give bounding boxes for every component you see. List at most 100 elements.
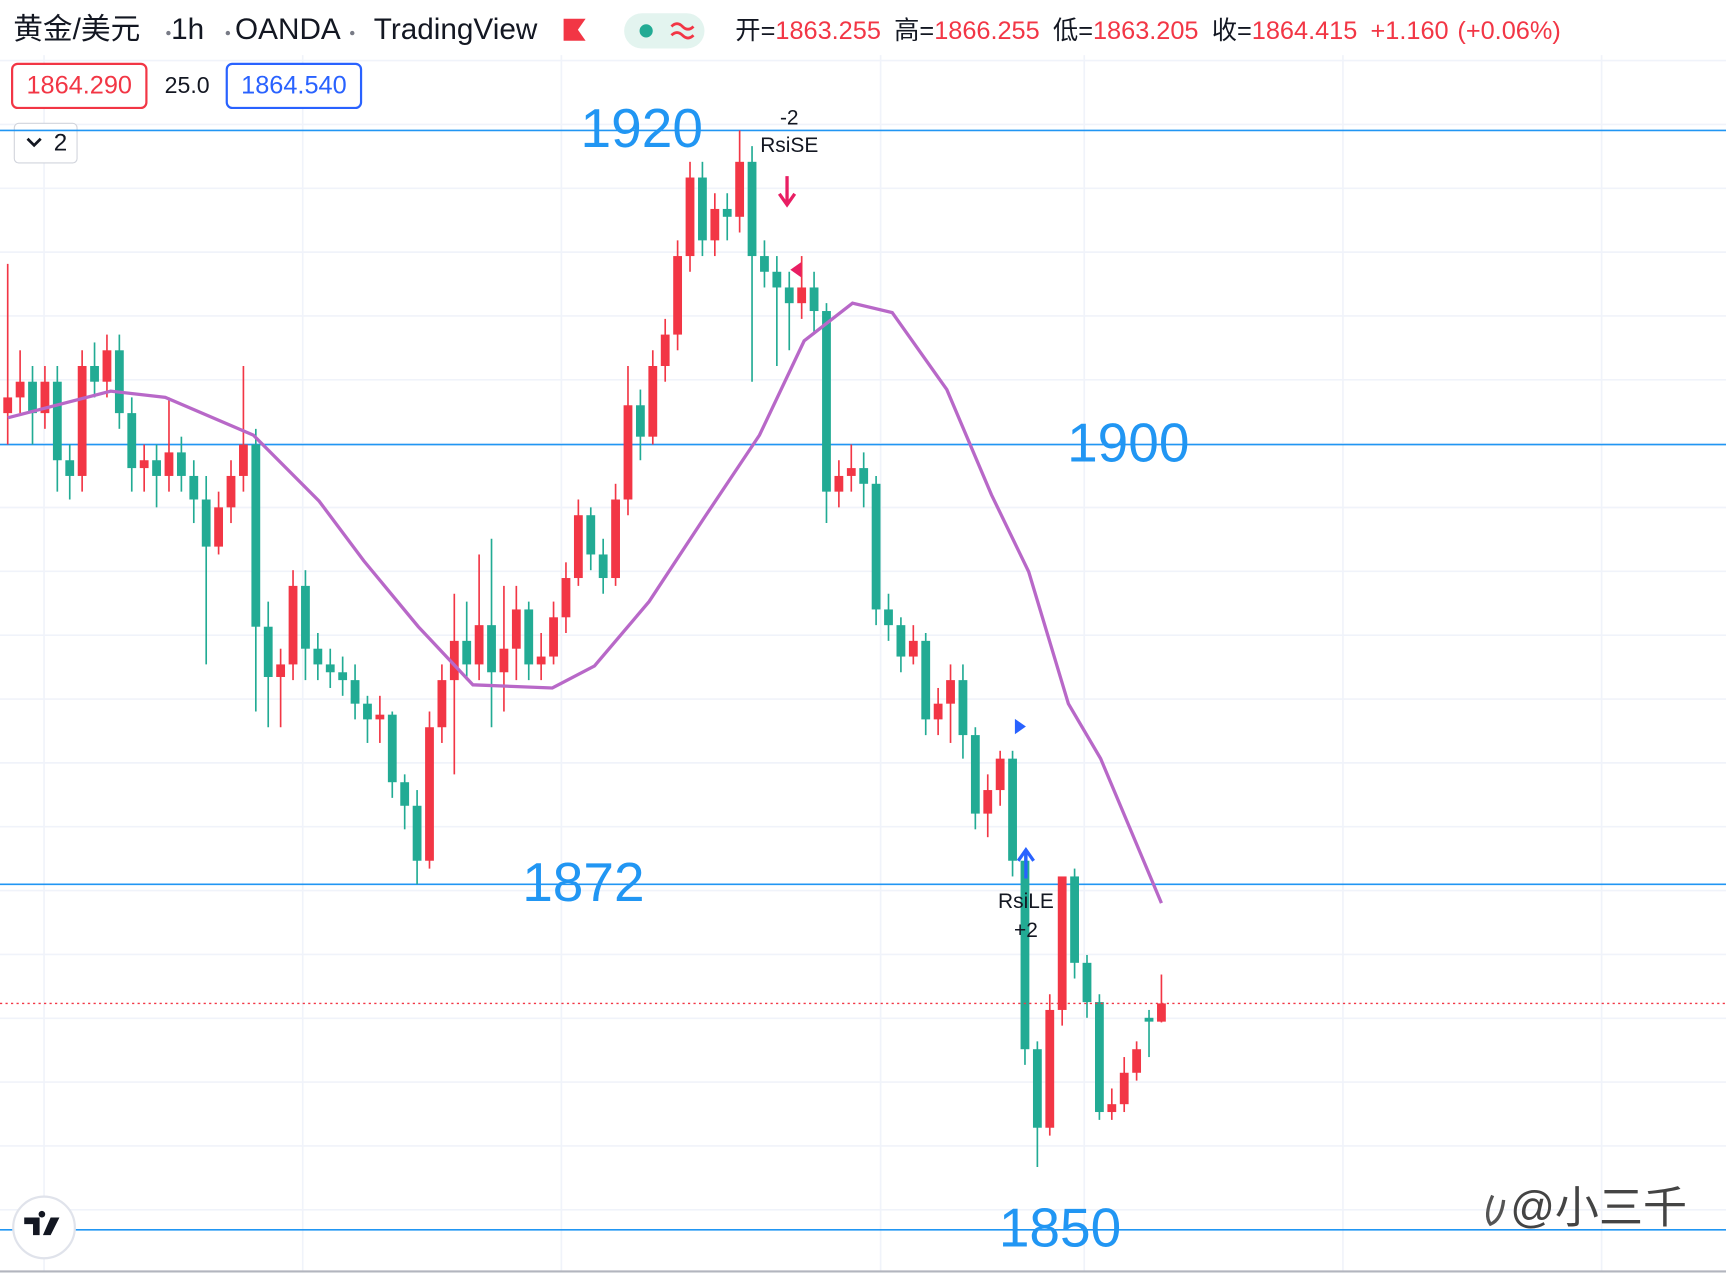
candle-body — [313, 648, 323, 665]
candle-body — [586, 515, 596, 555]
watermark: @小三千 — [1510, 1184, 1687, 1233]
candle-body — [1045, 1009, 1055, 1128]
spread: 25.0 — [165, 72, 210, 98]
tv-logo[interactable] — [12, 1195, 76, 1260]
signal-qty: +2 — [1014, 919, 1038, 942]
candle-body — [1157, 1003, 1166, 1022]
level-label: 1850 — [999, 1197, 1121, 1259]
candle-body — [462, 640, 472, 665]
candle-body — [834, 475, 844, 492]
candle-body — [983, 790, 993, 814]
low-value: 1863.205 — [1093, 17, 1199, 45]
ohlc: 开=1863.255 高=1866.255 低=1863.205 收=1864.415… — [735, 17, 1560, 45]
candle-body — [722, 208, 732, 217]
candle-body — [239, 444, 248, 476]
candle-body — [698, 177, 707, 241]
separator — [225, 30, 231, 36]
change-pct: (+0.06%) — [1457, 17, 1560, 45]
candle-body — [1132, 1049, 1142, 1073]
level-label: 1900 — [1067, 411, 1189, 473]
sell-box[interactable] — [11, 62, 148, 110]
signal-qty: -2 — [780, 106, 799, 129]
ask: 1864.540 — [241, 72, 347, 100]
indicator-count: 2 — [54, 130, 67, 157]
candle-body — [1107, 1104, 1117, 1113]
candle-body — [400, 782, 410, 806]
symbol: 黄金/美元 — [13, 13, 140, 46]
candle-body — [573, 515, 583, 579]
sell-marker — [790, 262, 802, 278]
candle-body — [338, 672, 348, 681]
candle-body — [301, 585, 310, 649]
candle-body — [1008, 758, 1017, 861]
candle-body — [1032, 1049, 1042, 1128]
candle-body — [784, 287, 794, 304]
symbol-info: 黄金/美元 1h OANDA TradingView — [13, 13, 538, 46]
signal-label: RsiLE — [998, 890, 1054, 913]
close-value: 1864.415 — [1252, 17, 1358, 45]
candle-body — [437, 680, 447, 728]
buy-box[interactable] — [225, 62, 363, 110]
signal-label: RsiSE — [760, 134, 818, 157]
candle-body — [449, 640, 459, 681]
status-pill[interactable] — [624, 13, 705, 49]
indicator-toggle[interactable] — [13, 122, 78, 164]
candle-body — [536, 656, 546, 665]
candle-body — [114, 350, 124, 414]
low-label: 低= — [1053, 17, 1093, 45]
candle-body — [487, 625, 496, 673]
moving-average — [7, 301, 1163, 904]
candle-body — [735, 161, 745, 217]
candle-body — [673, 256, 683, 335]
candle-body — [65, 460, 75, 476]
candle-body — [970, 735, 980, 814]
buy-arrow — [1016, 846, 1035, 879]
candle-body — [102, 350, 112, 382]
candle-body — [201, 499, 211, 547]
candle-body — [325, 664, 335, 673]
candle-body — [15, 381, 25, 398]
candle-body — [797, 287, 807, 304]
candle-body — [52, 381, 62, 461]
candle-body — [77, 366, 87, 476]
candle-body — [251, 444, 261, 627]
close-label: 收= — [1212, 17, 1252, 45]
candle-body — [425, 727, 434, 861]
candle-body — [412, 805, 422, 861]
bid: 1864.290 — [26, 72, 132, 100]
candle-body — [1082, 962, 1092, 1003]
candle-body — [164, 452, 174, 476]
candle-body — [958, 680, 968, 736]
candle-body — [598, 554, 608, 579]
candle-body — [189, 475, 199, 500]
candle-body — [946, 680, 955, 704]
candle-body — [660, 334, 670, 367]
candle-body — [896, 625, 906, 657]
candle-body — [549, 617, 558, 657]
change: +1.160 — [1371, 17, 1449, 45]
candle-body — [685, 177, 695, 257]
flag-icon[interactable] — [563, 18, 586, 41]
candle-body — [611, 499, 620, 579]
candle-body — [1020, 860, 1030, 1050]
high-value: 1866.255 — [934, 17, 1040, 45]
candle-body — [276, 664, 286, 677]
plot: 1920 1900 1872 1850 -2 RsiSE +2 RsiLE — [0, 97, 1726, 1259]
candle-body — [933, 703, 943, 720]
candle-body — [1070, 876, 1079, 963]
exchange: OANDA — [235, 13, 341, 46]
watermark-icon — [1485, 1194, 1506, 1227]
candle-body — [921, 640, 931, 720]
chevron — [26, 137, 42, 148]
candle-body — [648, 366, 658, 437]
candle-body — [1057, 876, 1067, 1010]
source: TradingView — [374, 13, 538, 46]
high-label: 高= — [894, 17, 934, 45]
candle-body — [772, 271, 782, 288]
level-label: 1920 — [581, 97, 703, 159]
interval: 1h — [171, 13, 204, 46]
candle-body — [499, 648, 509, 673]
candle-body — [263, 626, 273, 677]
candle-body — [1119, 1072, 1129, 1105]
